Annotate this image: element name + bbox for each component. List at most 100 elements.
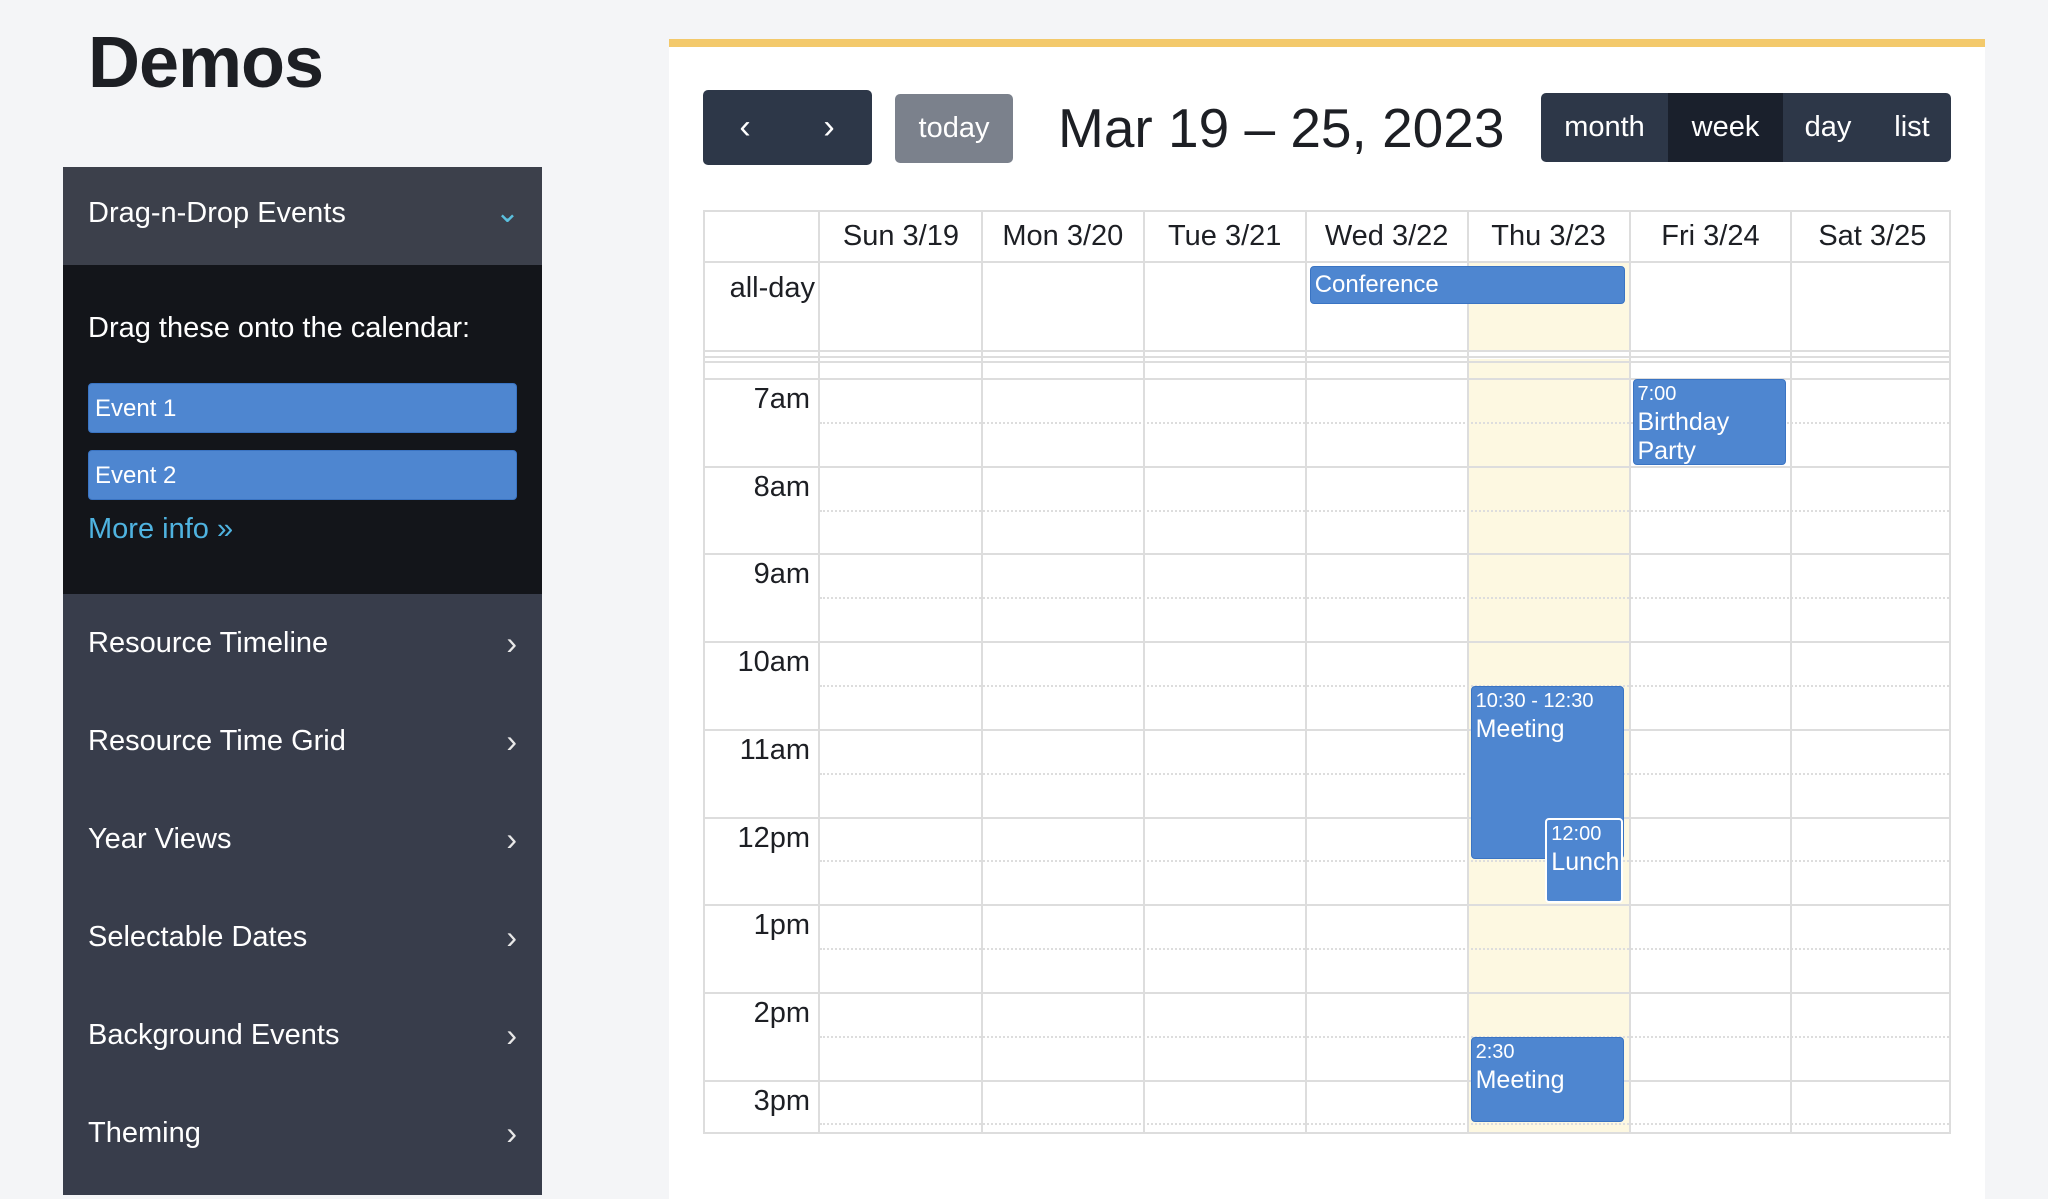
chevron-right-icon: ›	[506, 1114, 517, 1151]
chevron-down-icon: ⌄	[494, 196, 520, 229]
day-header: Thu 3/23	[1491, 220, 1606, 252]
time-label-8am: 8am	[753, 470, 810, 503]
calendar-title: Mar 19 – 25, 2023	[1058, 97, 1505, 159]
half-hour-line	[820, 948, 1949, 951]
chevron-right-icon: ›	[506, 918, 517, 955]
half-hour-line	[820, 684, 1949, 687]
sidebar-item-label: Background Events	[88, 1018, 340, 1051]
sidebar-item-resource-timeline[interactable]: Resource Timeline ›	[63, 594, 542, 692]
calendar-event[interactable]: 7:00 Birthday Party	[1632, 379, 1787, 465]
all-day-event[interactable]: Conference	[1309, 266, 1626, 304]
more-info-link[interactable]: More info »	[88, 513, 234, 545]
event-time: 2:30	[1475, 1040, 1515, 1063]
view-month-button[interactable]: month	[1564, 111, 1645, 143]
day-header: Sat 3/25	[1818, 220, 1927, 252]
event-time: 7:00	[1637, 383, 1677, 405]
day-header: Mon 3/20	[1002, 220, 1124, 252]
next-button[interactable]: ›	[787, 90, 871, 165]
day-divider	[1790, 212, 1793, 1132]
sidebar-item-label: Theming	[88, 1116, 201, 1149]
event-title: Meeting	[1475, 1065, 1565, 1094]
chevron-right-icon: ›	[506, 722, 517, 759]
half-hour-line	[820, 772, 1949, 775]
chevron-left-icon: ‹	[739, 108, 751, 146]
event-time: 10:30 - 12:30	[1475, 689, 1594, 712]
hour-line	[705, 641, 1949, 644]
view-list-button[interactable]: list	[1894, 111, 1930, 143]
day-divider	[1304, 212, 1307, 1132]
external-event-1[interactable]: Event 1	[88, 383, 517, 433]
sidebar-item-selectable-dates[interactable]: Selectable Dates ›	[63, 888, 542, 986]
sidebar-item-background-events[interactable]: Background Events ›	[63, 986, 542, 1084]
chevron-right-icon: ›	[506, 820, 517, 857]
event-title: Birthday Party	[1637, 408, 1730, 465]
day-header: Fri 3/24	[1661, 220, 1760, 252]
half-hour-line	[820, 1035, 1949, 1038]
sidebar-section-drag-n-drop[interactable]: Drag-n-Drop Events ⌄	[63, 167, 542, 265]
time-label-10am: 10am	[737, 646, 810, 679]
day-divider	[1628, 212, 1631, 1132]
hour-line	[705, 728, 1949, 731]
week-time-grid: 7am 8am 9am 10am 11am 12pm 1pm 2pm 3pm Sun 3/19 Mo…	[703, 210, 1951, 1134]
hour-line	[705, 904, 1949, 907]
sidebar-item-year-views[interactable]: Year Views ›	[63, 790, 542, 888]
view-week-button[interactable]: week	[1668, 93, 1783, 162]
event-title: Conference	[1314, 271, 1439, 298]
day-header: Sun 3/19	[842, 220, 959, 252]
day-divider	[1466, 212, 1469, 1132]
half-hour-line	[820, 597, 1949, 600]
view-day-button[interactable]: day	[1804, 111, 1852, 143]
time-label-3pm: 3pm	[753, 1084, 810, 1117]
sidebar-item-resource-time-grid[interactable]: Resource Time Grid ›	[63, 692, 542, 790]
time-label-7am: 7am	[753, 383, 810, 415]
drag-instructions: Drag these onto the calendar:	[88, 312, 471, 344]
divider-cover	[1467, 352, 1630, 359]
day-header: Wed 3/22	[1324, 220, 1449, 252]
grid-line	[705, 361, 1949, 363]
section-label: Drag-n-Drop Events	[88, 197, 346, 229]
prev-next-group: ‹ ›	[703, 90, 872, 165]
grid-line	[705, 356, 1949, 358]
sidebar-item-theming[interactable]: Theming ›	[63, 1084, 542, 1182]
calendar-event[interactable]: 12:00 Lunch	[1545, 817, 1623, 904]
calendar-event[interactable]: 2:30 Meeting	[1470, 1036, 1625, 1123]
day-divider	[1142, 212, 1145, 1132]
axis-divider	[818, 212, 820, 1132]
half-hour-line	[820, 860, 1949, 863]
sidebar-item-label: Year Views	[88, 822, 232, 855]
chevron-right-icon: ›	[823, 108, 835, 146]
chevron-right-icon: ›	[506, 624, 517, 661]
time-label-9am: 9am	[753, 558, 810, 591]
drag-panel: Drag these onto the calendar: Event 1 Ev…	[63, 265, 542, 594]
sidebar-item-label: Resource Timeline	[88, 626, 329, 659]
time-label-1pm: 1pm	[753, 909, 810, 942]
page-title: Demos	[88, 23, 324, 103]
half-hour-line	[820, 1123, 1949, 1126]
event-title: Meeting	[1475, 714, 1565, 743]
half-hour-line	[820, 509, 1949, 512]
hour-line	[705, 465, 1949, 468]
sidebar: Drag-n-Drop Events ⌄ Drag these onto the…	[63, 167, 542, 1195]
chevron-right-icon: ›	[506, 1016, 517, 1053]
external-event-2[interactable]: Event 2	[88, 450, 517, 500]
event-title: Lunch	[1551, 847, 1620, 876]
grid-line	[705, 261, 1949, 263]
today-button[interactable]: today	[895, 94, 1013, 163]
day-header: Tue 3/21	[1168, 220, 1282, 252]
sidebar-item-label: Resource Time Grid	[88, 724, 346, 757]
hour-line	[705, 816, 1949, 819]
grid-line	[705, 350, 1949, 352]
half-hour-line	[820, 421, 1949, 424]
event-time: 12:00	[1551, 822, 1602, 845]
hour-line	[705, 378, 1949, 380]
view-switcher: month week day list	[1541, 93, 1951, 162]
time-label-2pm: 2pm	[753, 996, 810, 1029]
hour-line	[705, 1079, 1949, 1082]
day-divider	[980, 212, 983, 1132]
time-label-12pm: 12pm	[737, 821, 810, 854]
sidebar-item-label: Selectable Dates	[88, 920, 308, 953]
hour-line	[705, 553, 1949, 556]
hour-line	[705, 991, 1949, 994]
time-label-11am: 11am	[739, 733, 810, 766]
prev-button[interactable]: ‹	[703, 90, 787, 165]
